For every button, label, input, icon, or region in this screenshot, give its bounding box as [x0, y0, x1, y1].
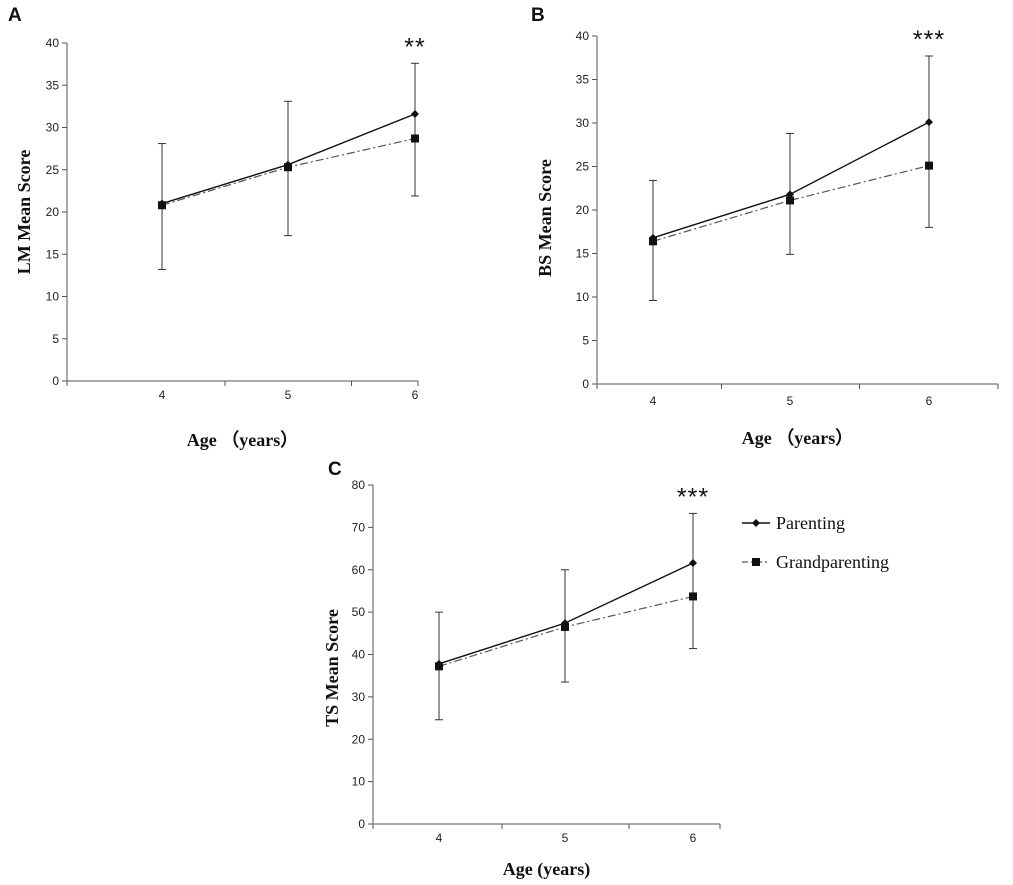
data-point-grandparenting [435, 662, 443, 671]
legend-marker-parenting [752, 519, 760, 527]
y-tick-label: 20 [576, 203, 590, 217]
data-point-grandparenting [561, 622, 569, 631]
y-tick-label: 35 [576, 73, 590, 87]
data-point-grandparenting [689, 592, 697, 601]
significance-marker: *** [913, 26, 945, 54]
x-tick-label: 5 [562, 831, 569, 845]
y-axis-title: TS Mean Score [322, 609, 342, 727]
panel-letter: A [8, 5, 22, 26]
data-point-grandparenting [411, 134, 419, 143]
data-point-grandparenting [786, 196, 794, 205]
y-tick-label: 0 [358, 817, 365, 831]
y-tick-label: 25 [576, 160, 590, 174]
y-tick-label: 5 [582, 334, 589, 348]
data-point-grandparenting [925, 161, 933, 170]
legend-label-grandparenting: Grandparenting [776, 552, 889, 572]
data-point-parenting [786, 190, 794, 199]
legend-marker-grandparenting [752, 558, 760, 566]
data-point-grandparenting [284, 163, 292, 172]
x-tick-label: 5 [285, 388, 292, 402]
x-tick-label: 4 [650, 394, 657, 408]
y-tick-label: 30 [352, 690, 366, 704]
x-tick-label: 4 [159, 388, 166, 402]
y-tick-label: 10 [576, 290, 590, 304]
y-tick-label: 0 [582, 377, 589, 391]
y-tick-label: 80 [352, 478, 366, 492]
y-tick-label: 50 [352, 605, 366, 619]
y-tick-label: 30 [576, 116, 590, 130]
x-tick-label: 6 [412, 388, 419, 402]
y-tick-label: 35 [46, 78, 60, 92]
x-axis-title: Age （years） [187, 430, 298, 450]
y-tick-label: 15 [576, 247, 590, 261]
y-tick-label: 70 [352, 520, 366, 534]
y-axis-title: BS Mean Score [535, 159, 555, 277]
x-tick-label: 6 [690, 831, 697, 845]
x-tick-label: 6 [926, 394, 933, 408]
x-tick-label: 4 [436, 831, 443, 845]
series-line-grandparenting [438, 595, 694, 667]
data-point-parenting [925, 118, 933, 127]
significance-marker: *** [677, 483, 709, 511]
legend: Parenting Grandparenting [742, 513, 889, 572]
y-axis-title: LM Mean Score [14, 150, 34, 275]
panel-c: C 0 10 20 30 40 50 60 70 80 4 5 6 Age (years) TS Mean … [322, 459, 721, 880]
legend-label-parenting: Parenting [776, 513, 845, 533]
y-tick-label: 15 [46, 247, 60, 261]
x-axis-title: Age (years) [503, 859, 590, 880]
data-point-grandparenting [158, 201, 166, 210]
significance-marker: ** [404, 33, 425, 61]
series-line-parenting [652, 121, 930, 239]
y-tick-label: 20 [46, 205, 60, 219]
y-tick-label: 10 [352, 775, 366, 789]
panel-letter: B [531, 5, 545, 26]
y-tick-label: 25 [46, 163, 60, 177]
y-tick-label: 40 [576, 29, 590, 43]
series-line-parenting [438, 562, 694, 665]
data-point-grandparenting [649, 237, 657, 246]
y-tick-label: 20 [352, 732, 366, 746]
y-tick-label: 40 [46, 36, 60, 50]
y-tick-label: 30 [46, 121, 60, 135]
panel-letter: C [328, 459, 342, 480]
x-tick-label: 5 [787, 394, 794, 408]
data-point-parenting [689, 558, 697, 567]
y-tick-label: 60 [352, 563, 366, 577]
data-point-parenting [411, 109, 419, 118]
y-tick-label: 0 [52, 374, 59, 388]
x-axis-title: Age （years） [742, 428, 853, 448]
y-tick-label: 10 [46, 290, 60, 304]
y-tick-label: 40 [352, 648, 366, 662]
y-tick-label: 5 [52, 332, 59, 346]
